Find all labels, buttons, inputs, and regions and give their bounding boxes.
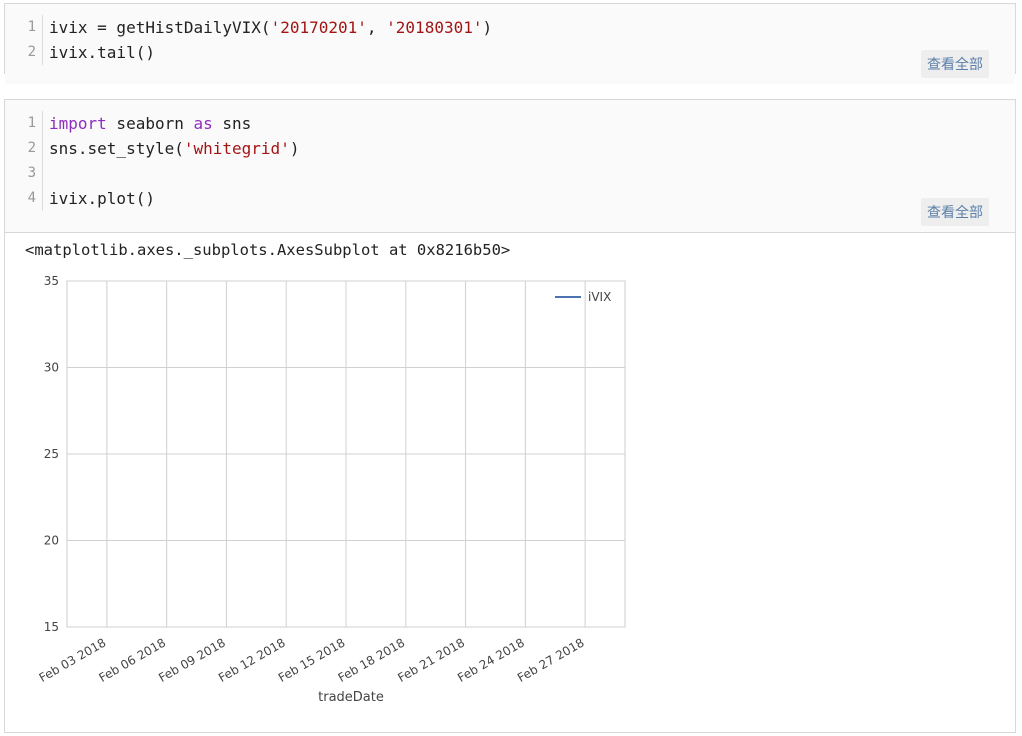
code-token: ivix = getHistDailyVIX( — [49, 18, 271, 37]
x-axis-label: tradeDate — [318, 690, 384, 705]
legend-label: iVIX — [588, 290, 611, 304]
output-text: <matplotlib.axes._subplots.AxesSubplot a… — [25, 241, 511, 259]
code-area: 1 ivix = getHistDailyVIX('20170201', '201… — [5, 4, 1015, 84]
x-tick-label: Feb 15 2018 — [276, 635, 348, 684]
code-token: import — [49, 114, 107, 133]
line-number: 3 — [5, 161, 43, 186]
x-tick-label: Feb 09 2018 — [156, 635, 228, 684]
code-token: ) — [482, 18, 493, 37]
x-tick-label: Feb 18 2018 — [336, 635, 408, 684]
code-text: ivix.tail() — [43, 40, 155, 65]
code-token: , — [366, 18, 387, 37]
code-cell: 1 ivix = getHistDailyVIX('20170201', '201… — [4, 3, 1016, 84]
y-tick-label: 15 — [44, 620, 59, 634]
code-line: 2 ivix.tail() — [5, 40, 1015, 65]
line-number: 2 — [5, 136, 43, 161]
code-line: 3 — [5, 161, 1015, 186]
code-text: import seaborn as sns — [43, 111, 251, 136]
y-tick-label: 25 — [44, 447, 59, 461]
code-cell: 1 import seaborn as sns 2 sns.set_style('wh… — [4, 99, 1016, 733]
y-tick-label: 20 — [44, 534, 59, 548]
code-token: seaborn — [106, 114, 194, 133]
code-token: sns — [212, 114, 252, 133]
code-token: as — [193, 114, 213, 133]
code-token: 'whitegrid' — [183, 139, 290, 158]
x-tick-label: Feb 21 2018 — [395, 635, 467, 684]
line-number: 1 — [5, 15, 43, 40]
code-line: 2 sns.set_style('whitegrid') — [5, 136, 1015, 161]
code-line: 1 ivix = getHistDailyVIX('20170201', '201… — [5, 15, 1015, 40]
expand-button[interactable]: 查看全部 — [921, 50, 989, 78]
code-text — [43, 161, 49, 186]
x-tick-label: Feb 24 2018 — [455, 635, 527, 684]
code-token: sns.set_style( — [49, 139, 184, 158]
code-text: ivix.plot() — [43, 186, 155, 211]
code-token: '20170201' — [270, 18, 367, 37]
x-tick-label: Feb 06 2018 — [96, 635, 168, 684]
x-tick-label: Feb 27 2018 — [515, 635, 587, 684]
x-tick-label: Feb 03 2018 — [37, 635, 109, 684]
expand-button[interactable]: 查看全部 — [921, 198, 989, 226]
code-line: 1 import seaborn as sns — [5, 111, 1015, 136]
code-token: ) — [289, 139, 300, 158]
code-token: ivix.tail() — [49, 43, 155, 62]
y-tick-label: 30 — [44, 361, 59, 375]
line-number: 4 — [5, 186, 43, 211]
line-number: 1 — [5, 111, 43, 136]
code-area: 1 import seaborn as sns 2 sns.set_style('wh… — [5, 100, 1015, 233]
x-tick-label: Feb 12 2018 — [216, 635, 288, 684]
code-line: 4 ivix.plot() — [5, 186, 1015, 211]
code-text: sns.set_style('whitegrid') — [43, 136, 299, 161]
code-text: ivix = getHistDailyVIX('20170201', '2018… — [43, 15, 492, 40]
y-tick-label: 35 — [44, 274, 59, 288]
code-token: ivix.plot() — [49, 189, 155, 208]
line-number: 2 — [5, 40, 43, 65]
code-token: '20180301' — [386, 18, 483, 37]
